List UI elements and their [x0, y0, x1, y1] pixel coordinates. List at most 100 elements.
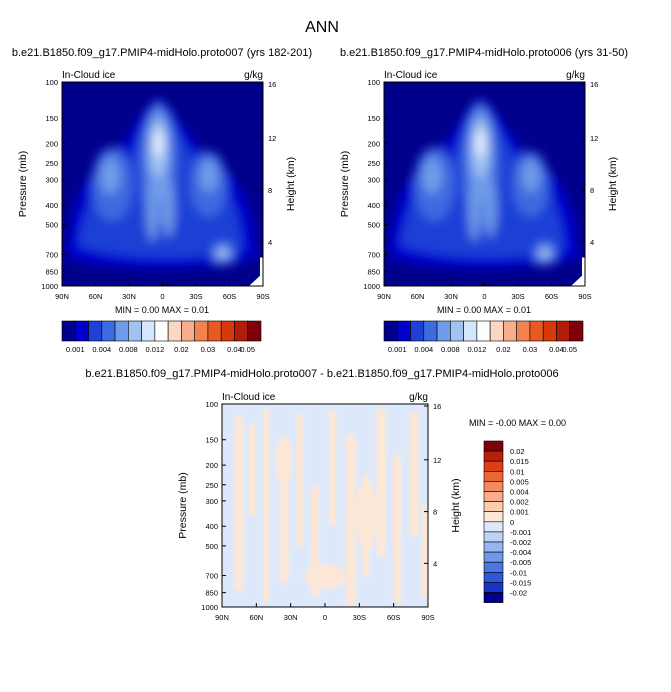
x-tick-label: 90N — [55, 292, 69, 301]
variable-label: In-Cloud ice — [62, 70, 116, 81]
colorbar-label: 0.02 — [496, 345, 511, 354]
colorbar-swatch — [483, 561, 504, 573]
contour-blur-group — [388, 98, 579, 269]
y-tick-label: 1000 — [363, 282, 380, 291]
height-tick-label: 4 — [268, 238, 272, 247]
colorbar-label: 0.004 — [92, 345, 111, 354]
y-tick-label: 700 — [205, 572, 218, 581]
min-max-text: MIN = 0.00 MAX = 0.01 — [115, 305, 209, 315]
colorbar-label: 0.008 — [441, 345, 460, 354]
colorbar-label: -0.02 — [510, 589, 527, 598]
y-tick-label: 250 — [367, 159, 380, 168]
colorbar-swatch — [128, 320, 142, 342]
colorbar-label: 0.05 — [562, 345, 577, 354]
colorbar-label: 0.02 — [510, 447, 525, 456]
contour-level-5 — [216, 247, 229, 260]
height-tick-label: 4 — [433, 559, 437, 568]
y-tick-label: 400 — [367, 201, 380, 210]
x-tick-label: 60N — [411, 292, 425, 301]
x-tick-label: 60N — [89, 292, 103, 301]
diff-level-positive — [248, 424, 256, 516]
height-tick-label: 12 — [590, 134, 598, 143]
colorbar-label: -0.002 — [510, 538, 531, 547]
colorbar: 0.001 0.004 0.008 0.012 0.02 0.03 0.040.05 — [61, 320, 262, 354]
diff-level-positive — [234, 416, 244, 591]
y-tick-label: 500 — [45, 221, 58, 230]
colorbar-swatch — [483, 501, 504, 513]
height-tick-label: 8 — [433, 508, 437, 517]
variable-label: In-Cloud ice — [384, 70, 438, 81]
y-tick-label: 200 — [205, 461, 218, 470]
colorbar-label: -0.01 — [510, 568, 527, 577]
contour-level-4 — [422, 157, 443, 195]
colorbar-swatch — [396, 320, 411, 342]
colorbar-swatch — [483, 491, 504, 502]
colorbar-swatch — [410, 320, 425, 342]
contour-level-7 — [156, 135, 161, 152]
units-label: g/kg — [244, 70, 263, 81]
colorbar-label: -0.005 — [510, 558, 531, 567]
colorbar-swatch — [220, 320, 235, 342]
colorbar-label: 0.002 — [510, 498, 529, 507]
y-tick-label: 100 — [45, 78, 58, 87]
x-tick-label: 30N — [122, 292, 136, 301]
colorbar-swatch — [483, 440, 504, 452]
x-tick-label: 30S — [353, 613, 366, 622]
y-tick-label: 200 — [367, 139, 380, 148]
diff-level-positive — [296, 414, 304, 547]
contour-blur-group — [66, 98, 257, 269]
colorbar-label: 0.004 — [414, 345, 433, 354]
height-tick-label: 16 — [433, 402, 441, 411]
diff-level-positive — [263, 408, 270, 603]
contour-level-4 — [162, 179, 175, 238]
colorbar-swatch — [61, 320, 76, 342]
colorbar-swatch — [483, 541, 504, 553]
contour-level-4 — [100, 157, 121, 195]
panel-title: b.e21.B1850.f09_g17.PMIP4-midHolo.proto0… — [12, 47, 312, 59]
colorbar-label: -0.015 — [510, 578, 531, 587]
colorbar-swatch — [483, 571, 504, 583]
colorbar-swatch — [483, 521, 504, 533]
contour-level-4 — [521, 159, 540, 193]
diff-level-positive — [392, 454, 402, 603]
colorbar-swatch — [483, 531, 504, 543]
height-tick-label: 12 — [433, 456, 441, 465]
colorbar-swatch — [383, 320, 398, 342]
y-tick-label: 400 — [45, 201, 58, 210]
y-axis-label-right: Height (km) — [285, 157, 297, 211]
contour-level-4 — [468, 175, 481, 242]
y-tick-label: 250 — [45, 159, 58, 168]
y-axis-label: Pressure (mb) — [17, 151, 29, 218]
colorbar-swatch — [483, 582, 504, 593]
colorbar-swatch — [234, 320, 249, 342]
y-tick-label: 700 — [45, 250, 58, 259]
colorbar-label: 0.001 — [66, 345, 85, 354]
diff-level-positive — [345, 434, 356, 605]
x-tick-label: 60S — [387, 613, 400, 622]
panel-top-right: b.e21.B1850.f09_g17.PMIP4-midHolo.proto0… — [339, 47, 628, 354]
colorbar-label: 0.04 — [549, 345, 564, 354]
colorbar-label: 0.03 — [523, 345, 538, 354]
colorbar-swatch — [181, 320, 195, 342]
x-tick-label: 90S — [421, 613, 434, 622]
x-tick-label: 0 — [323, 613, 327, 622]
colorbar-swatch — [556, 320, 571, 342]
diff-level-positive — [355, 479, 377, 553]
y-tick-label: 100 — [367, 78, 380, 87]
height-tick-label: 16 — [590, 80, 598, 89]
colorbar-label: 0.012 — [467, 345, 486, 354]
colorbar-swatch — [463, 320, 478, 342]
diff-level-positive — [421, 505, 428, 597]
colorbar-swatch — [569, 320, 584, 342]
colorbar-label: 0.015 — [510, 457, 529, 466]
colorbar-label: 0.005 — [510, 477, 529, 486]
x-tick-label: 60S — [545, 292, 558, 301]
units-label: g/kg — [566, 70, 585, 81]
y-tick-label: 700 — [367, 250, 380, 259]
x-tick-label: 90S — [578, 292, 591, 301]
colorbar-label: 0.001 — [388, 345, 407, 354]
colorbar-swatch — [436, 320, 451, 342]
panel-title: b.e21.B1850.f09_g17.PMIP4-midHolo.proto0… — [340, 47, 628, 59]
contour-level-5 — [538, 247, 551, 260]
y-tick-label: 250 — [205, 481, 218, 490]
